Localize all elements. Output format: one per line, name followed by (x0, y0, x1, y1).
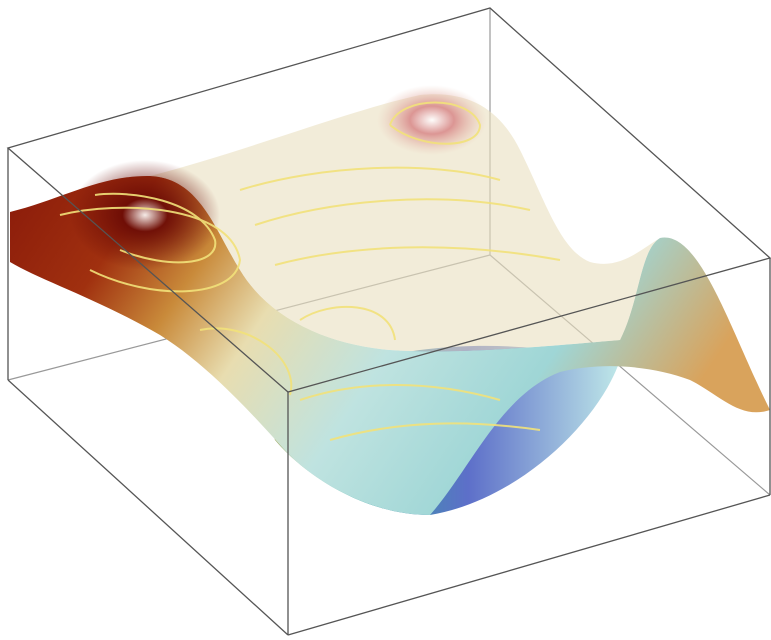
surface-top (150, 94, 660, 352)
peak (70, 160, 220, 270)
surface (10, 175, 770, 515)
box-front (6, 7, 771, 636)
hill (377, 85, 487, 155)
contours (59, 101, 561, 441)
